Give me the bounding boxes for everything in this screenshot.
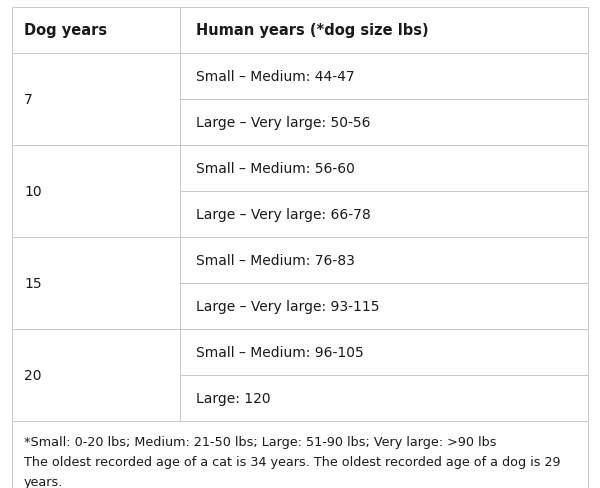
Text: 15: 15 xyxy=(24,276,41,290)
Text: Small – Medium: 96-105: Small – Medium: 96-105 xyxy=(196,346,364,359)
Text: Human years (*dog size lbs): Human years (*dog size lbs) xyxy=(196,23,428,39)
Text: Large – Very large: 66-78: Large – Very large: 66-78 xyxy=(196,207,371,222)
Text: *Small: 0-20 lbs; Medium: 21-50 lbs; Large: 51-90 lbs; Very large: >90 lbs: *Small: 0-20 lbs; Medium: 21-50 lbs; Lar… xyxy=(24,435,497,448)
Text: Dog years: Dog years xyxy=(24,23,107,39)
Text: 7: 7 xyxy=(24,93,33,107)
Text: years.: years. xyxy=(24,475,64,488)
Text: Small – Medium: 56-60: Small – Medium: 56-60 xyxy=(196,162,355,176)
Text: Small – Medium: 44-47: Small – Medium: 44-47 xyxy=(196,70,355,84)
Text: Large – Very large: 93-115: Large – Very large: 93-115 xyxy=(196,299,380,313)
Text: 20: 20 xyxy=(24,368,41,382)
Text: Large: 120: Large: 120 xyxy=(196,391,271,405)
Text: The oldest recorded age of a cat is 34 years. The oldest recorded age of a dog i: The oldest recorded age of a cat is 34 y… xyxy=(24,455,560,468)
Text: Large – Very large: 50-56: Large – Very large: 50-56 xyxy=(196,116,371,130)
Text: 10: 10 xyxy=(24,184,41,199)
Text: Small – Medium: 76-83: Small – Medium: 76-83 xyxy=(196,253,355,267)
